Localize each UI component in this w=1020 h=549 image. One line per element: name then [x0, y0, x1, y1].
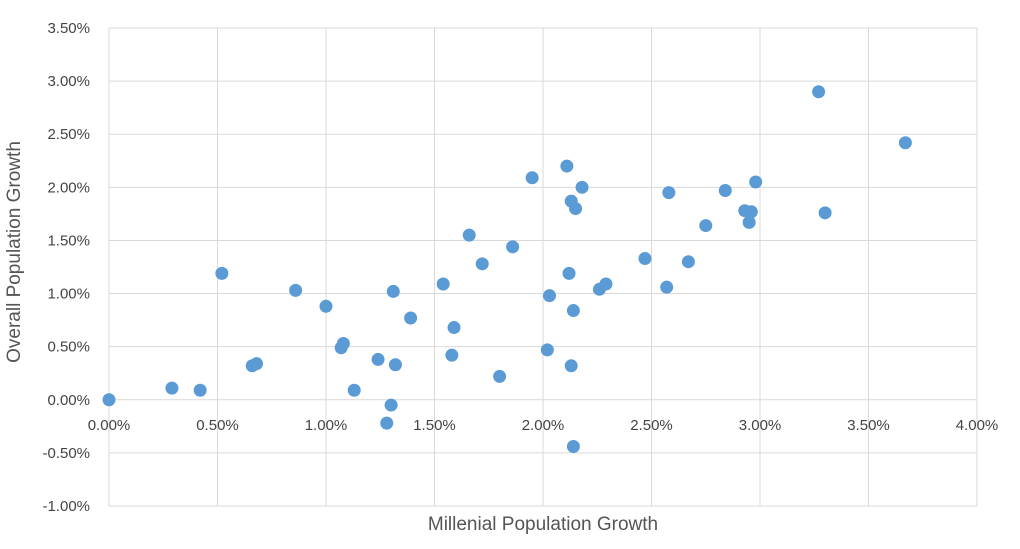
data-point — [742, 215, 756, 229]
data-point — [462, 228, 476, 242]
data-point — [493, 369, 507, 383]
data-point — [388, 358, 402, 372]
data-point — [404, 311, 418, 325]
data-point — [818, 206, 832, 220]
data-point — [718, 184, 732, 198]
x-axis-title: Millenial Population Growth — [428, 514, 658, 535]
data-point — [475, 257, 489, 271]
y-tick-label: 3.50% — [47, 20, 90, 37]
data-point — [543, 289, 557, 303]
data-point — [380, 416, 394, 430]
y-tick-label: 0.00% — [47, 392, 90, 409]
data-point — [193, 383, 207, 397]
data-point — [102, 393, 116, 407]
data-point — [749, 175, 763, 189]
y-tick-label: 1.50% — [47, 232, 90, 249]
data-point — [564, 359, 578, 373]
data-point — [662, 186, 676, 200]
y-tick-label: 2.00% — [47, 179, 90, 196]
y-tick-label: 0.50% — [47, 339, 90, 356]
x-tick-label: 2.00% — [522, 417, 565, 434]
data-point — [436, 277, 450, 291]
data-point — [506, 240, 520, 254]
data-point — [562, 266, 576, 280]
data-point — [566, 440, 580, 454]
data-point — [569, 202, 583, 216]
data-point — [371, 352, 385, 366]
data-point — [575, 180, 589, 194]
data-point — [599, 277, 613, 291]
data-point — [540, 343, 554, 357]
data-point — [638, 252, 652, 266]
y-axis-tick-labels: -1.00% -0.50% 0.00% 0.50% 1.00% 1.50% 2.00% 2.5… — [42, 20, 90, 515]
data-point — [347, 383, 361, 397]
data-point — [744, 205, 758, 219]
x-tick-label: 0.00% — [88, 417, 131, 434]
y-tick-label: -1.00% — [42, 498, 90, 515]
data-point — [336, 336, 350, 350]
data-point — [445, 348, 459, 362]
data-points — [102, 85, 912, 454]
y-tick-label: 3.00% — [47, 73, 90, 90]
data-point — [812, 85, 826, 99]
x-axis-tick-labels: 0.00% 0.50% 1.00% 1.50% 2.00% 2.50% 3.00% 3.50%… — [88, 417, 999, 434]
data-point — [566, 304, 580, 318]
data-point — [386, 284, 400, 298]
data-point — [384, 398, 398, 412]
x-tick-label: 1.50% — [413, 417, 456, 434]
data-point — [898, 136, 912, 150]
x-tick-label: 0.50% — [196, 417, 239, 434]
y-tick-label: 1.00% — [47, 286, 90, 303]
data-point — [319, 299, 333, 313]
data-point — [660, 280, 674, 294]
y-tick-label: 2.50% — [47, 126, 90, 143]
x-tick-label: 3.50% — [847, 417, 890, 434]
x-tick-label: 3.00% — [739, 417, 782, 434]
data-point — [250, 357, 264, 371]
data-point — [699, 219, 713, 233]
data-point — [289, 283, 303, 297]
data-point — [525, 171, 539, 185]
x-tick-label: 2.50% — [630, 417, 673, 434]
data-point — [560, 159, 574, 173]
data-point — [447, 321, 461, 335]
data-point — [215, 266, 229, 280]
x-tick-label: 1.00% — [305, 417, 348, 434]
y-tick-label: -0.50% — [42, 445, 90, 462]
data-point — [681, 255, 695, 269]
x-tick-label: 4.00% — [956, 417, 999, 434]
grid-lines — [108, 27, 978, 507]
data-point — [165, 381, 179, 395]
y-axis-title: Overall Population Growth — [4, 141, 25, 363]
